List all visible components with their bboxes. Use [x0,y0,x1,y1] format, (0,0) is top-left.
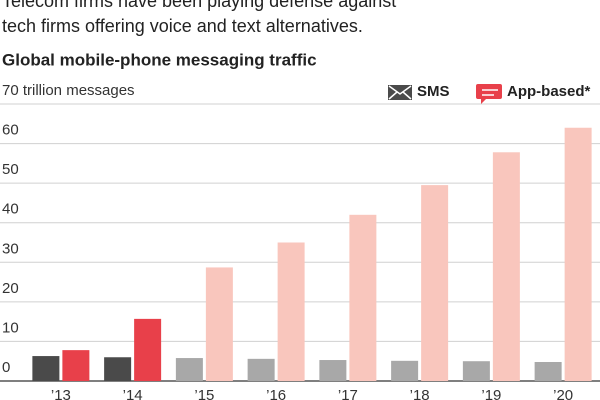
bar [134,318,162,381]
y-tick-label: 50 [2,161,19,178]
legend-label: App-based* [507,83,591,100]
bar [319,360,347,381]
x-tick-label: ’19 [481,387,501,400]
bar [534,362,562,381]
x-tick-label: ’20 [553,387,573,400]
y-tick-label: 40 [2,201,19,218]
y-tick-label: 60 [2,122,19,139]
y-tick-label: 30 [2,240,19,257]
bar [349,214,377,381]
x-tick-label: ’16 [266,387,286,400]
bar [247,358,275,381]
x-tick-label: ’17 [338,387,358,400]
x-tick-label: ’14 [123,387,143,400]
bar [492,152,520,381]
bar [62,350,90,381]
legend-icon [476,84,502,104]
bar [277,242,305,381]
bar [205,267,233,381]
bar [564,127,592,381]
y-tick-label: 0 [2,359,10,376]
bar [175,358,203,381]
y-tick-label: 20 [2,280,19,297]
y-tick-label: 10 [2,319,19,336]
bar [104,357,132,381]
bar [421,185,449,381]
x-tick-label: ’18 [410,387,430,400]
chart-title: Global mobile-phone messaging traffic [2,50,317,69]
subtitle-line: tech firms offering voice and text alter… [2,16,363,36]
x-tick-label: ’13 [51,387,71,400]
legend-icon [388,85,412,100]
bar [391,360,419,381]
legend-label: SMS [417,83,450,100]
bar [32,356,60,381]
bar [462,361,490,381]
subtitle-line: Telecom firms have been playing defense … [2,0,396,11]
y-tick-label: 70 trillion messages [2,82,135,99]
x-tick-label: ’15 [194,387,214,400]
